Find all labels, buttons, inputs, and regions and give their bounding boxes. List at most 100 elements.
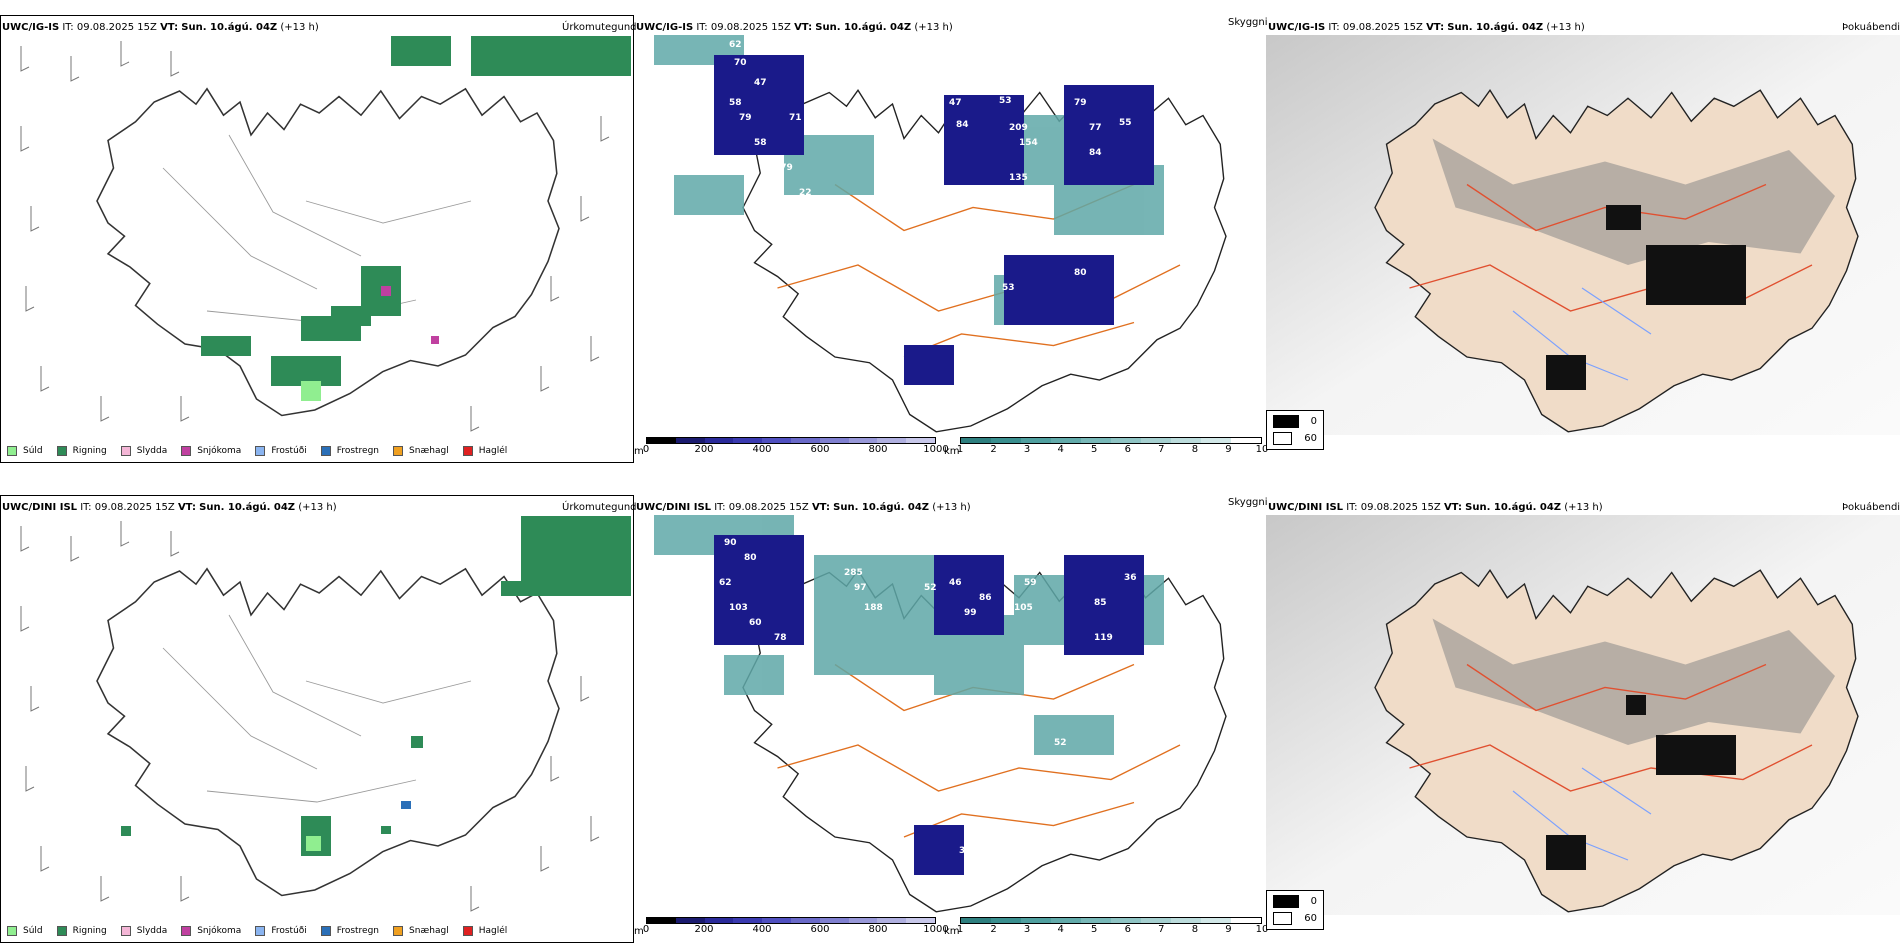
it-value: 09.08.2025 15Z (1360, 502, 1441, 513)
colorbar-tick: 4 (1057, 444, 1064, 455)
it-value: 09.08.2025 15Z (76, 22, 157, 33)
colorbar-swatch (961, 438, 991, 443)
map-value-label: 60 (749, 618, 762, 628)
fog-index-map-2: 0 60 (1266, 515, 1900, 930)
map-value-label: 36 (959, 846, 972, 856)
colorbar-swatch (1171, 918, 1201, 923)
legend-item: Rigning (56, 446, 107, 456)
colorbar-unit: km (944, 926, 960, 937)
colorbar-swatch (819, 438, 849, 443)
map-value-label: 97 (854, 583, 867, 593)
legend-item: Rigning (56, 926, 107, 936)
colorbar-swatch (762, 918, 791, 923)
legend-swatch (255, 446, 266, 456)
colorbar-swatch (1111, 438, 1141, 443)
colorbar-swatch (647, 918, 676, 923)
map-value-label: 99 (964, 608, 977, 618)
colorbar-swatch (848, 438, 878, 443)
colorbar-tick: 800 (868, 444, 888, 455)
colorbar-tick: 9 (1225, 444, 1232, 455)
colorbar-tick: 2 (990, 924, 997, 935)
map-value-label: 85 (1094, 598, 1107, 608)
legend-swatch (56, 446, 67, 456)
colorbar-tick: 2 (990, 444, 997, 455)
fog-key-label: 60 (1304, 433, 1317, 444)
fog-key-2: 0 60 (1266, 890, 1324, 930)
legend-item: Snjókoma (181, 446, 241, 456)
colorbar-tick: 6 (1124, 924, 1131, 935)
legend-label: Frostúði (271, 446, 307, 456)
map-value-label: 188 (864, 603, 883, 613)
colorbar-swatches (960, 917, 1262, 924)
fog-key-row: 60 (1273, 432, 1317, 445)
colorbar-tick: 5 (1091, 444, 1098, 455)
model-name: UWC/IG-IS (636, 22, 694, 33)
colorbar-swatch (1051, 438, 1081, 443)
cloud-base-colorbar-1: 0 200 400 600 800 1000 (643, 437, 949, 456)
colorbar-tick: 9 (1225, 924, 1232, 935)
vt-label: VT: (1426, 22, 1445, 33)
fog-key-label: 0 (1310, 896, 1317, 907)
legend-label: Haglél (478, 926, 508, 936)
colorbar-tick: 1 (956, 444, 964, 455)
map-value-label: 123 (874, 228, 893, 238)
colorbar-swatch (762, 438, 791, 443)
colorbar-swatch (790, 438, 820, 443)
map-value-label: 84 (1089, 148, 1102, 158)
legend-swatch (7, 446, 17, 456)
colorbar-unit: km (944, 446, 960, 457)
colorbar-tick: 5 (1091, 924, 1098, 935)
legend-swatch (120, 446, 131, 456)
legend-swatch (181, 926, 192, 936)
colorbar-swatch (1021, 438, 1051, 443)
colorbar-swatch (647, 438, 676, 443)
row-2: Súld Rigning Slydda Snjókoma Frostúði Fr… (0, 480, 1900, 950)
colorbar-swatch (704, 918, 734, 923)
legend-label: Súld (23, 446, 43, 456)
lead-time: (+13 h) (280, 22, 319, 33)
map-value-label: 80 (744, 553, 757, 563)
lead-time: (+13 h) (298, 502, 337, 513)
legend-label: Frostregn (336, 446, 380, 456)
colorbar-tick: 4 (1057, 924, 1064, 935)
colorbar-tick: 800 (868, 924, 888, 935)
map-value-label: 285 (844, 568, 863, 578)
colorbar-tick: 10 (1255, 444, 1269, 455)
map-value-label: 36 (1124, 573, 1137, 583)
legend-item: Snæhagl (393, 446, 449, 456)
map-value-label: 28 (1014, 238, 1027, 248)
model-name: UWC/IG-IS (1268, 22, 1326, 33)
colorbar-swatch (1141, 438, 1171, 443)
colorbar-tick: 1000 (923, 444, 949, 455)
model-name: UWC/DINI ISL (1268, 502, 1344, 513)
map-value-label: 77 (1089, 123, 1102, 133)
map-value-label: 52 (924, 583, 937, 593)
map-value-label: 59 (1024, 578, 1037, 588)
it-label: IT: (1328, 22, 1340, 33)
map-value-label: 53 (999, 96, 1012, 106)
fog-key-label: 0 (1310, 416, 1317, 427)
legend-label: Snæhagl (409, 446, 449, 456)
precip-type-map-1: Súld Rigning Slydda Snjókoma Frostúði Fr… (0, 15, 634, 463)
vt-label: VT: (160, 22, 179, 33)
legend-swatch (56, 926, 67, 936)
colorbar-tick: 600 (810, 924, 830, 935)
colorbar-swatch (1171, 438, 1201, 443)
colorbar-tick: 3 (1023, 444, 1031, 455)
fog-key-row: 60 (1273, 912, 1317, 925)
colorbar-swatch (991, 918, 1021, 923)
map-value-label: 71 (789, 113, 802, 123)
map-value-label: 75 (979, 318, 992, 328)
legend-label: Snjókoma (197, 926, 242, 936)
colorbar-ticks: 0 200 400 600 800 1000 (642, 924, 949, 936)
panel-header: UWC/DINI ISL IT: 09.08.2025 15Z VT: Sun.… (636, 502, 971, 514)
vt-value: Sun. 10.ágú. 04Z (815, 22, 912, 33)
vt-label: VT: (177, 502, 196, 513)
colorbar-swatch (1021, 918, 1051, 923)
map-value-label: 83 (957, 818, 970, 828)
colorbar-tick: 0 (642, 924, 650, 935)
legend-swatch (320, 926, 331, 936)
map-value-label: 70 (734, 58, 747, 68)
visibility-colorbar-2: 1 2 3 4 5 6 7 8 9 10 (957, 917, 1268, 936)
legend-item: Slydda (120, 446, 167, 456)
